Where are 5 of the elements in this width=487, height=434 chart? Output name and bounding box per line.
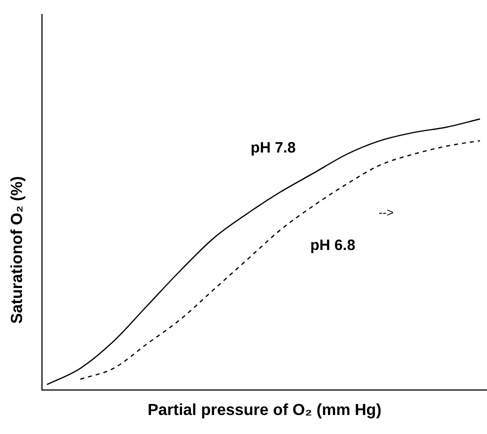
y-axis-title: Saturationof O₂ (%) [9,176,27,324]
x-axis-title: Partial pressure of O₂ (mm Hg) [146,402,382,420]
series-label: pH 6.8 [310,237,356,254]
annotation: --> [378,205,394,220]
series-label: pH 7.8 [250,139,296,156]
